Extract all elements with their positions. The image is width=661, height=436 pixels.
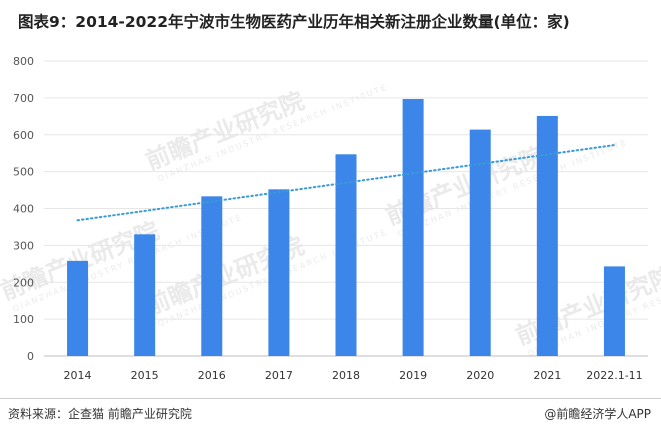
x-tick-label: 2021 (533, 369, 561, 382)
x-tick-label: 2016 (198, 369, 226, 382)
x-tick-label: 2015 (131, 369, 159, 382)
x-tick-label: 2020 (466, 369, 494, 382)
source-note: 资料来源：企查猫 前瞻产业研究院 (8, 407, 192, 421)
x-tick-label: 2018 (332, 369, 360, 382)
bar-2021 (536, 115, 558, 356)
x-tick-label: 2019 (399, 369, 427, 382)
x-tick-label: 2014 (64, 369, 92, 382)
bar-2017 (268, 189, 290, 356)
trendline-group (76, 144, 616, 222)
bars-group (67, 98, 625, 356)
y-axis: 0 100 200 300 400 500 600 700 800 (13, 55, 34, 363)
y-tick-label: 600 (13, 129, 34, 142)
y-tick-label: 0 (27, 350, 34, 363)
y-tick-label: 200 (13, 276, 34, 289)
bar-2022.1-11 (603, 266, 625, 356)
x-tick-label: 2022.1-11 (586, 369, 642, 382)
bar-2019 (402, 98, 424, 356)
x-axis: 2014 2015 2016 2017 2018 2019 2020 2021 2022.1-1… (64, 369, 643, 382)
chart-title: 图表9：2014-2022年宁波市生物医药产业历年相关新注册企业数量(单位：家) (18, 13, 570, 31)
trendline (76, 144, 616, 222)
y-tick-label: 400 (13, 203, 34, 216)
y-tick-label: 300 (13, 239, 34, 252)
x-tick-label: 2017 (265, 369, 293, 382)
y-tick-label: 100 (13, 313, 34, 326)
y-tick-label: 500 (13, 166, 34, 179)
bar-2014 (67, 260, 89, 356)
bar-2020 (469, 129, 491, 356)
brand-credit: @前瞻经济学人APP (544, 407, 651, 421)
y-tick-label: 700 (13, 92, 34, 105)
y-tick-label: 800 (13, 55, 34, 68)
footer-divider (0, 398, 661, 399)
bar-2016 (201, 196, 223, 356)
bar-2015 (134, 234, 156, 356)
bar-2018 (335, 154, 357, 356)
